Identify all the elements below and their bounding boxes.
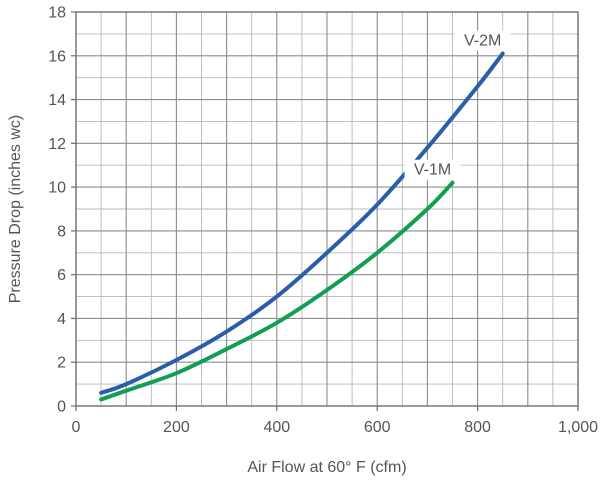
series-labels: V-2M V-1M (404, 30, 511, 180)
y-tick-label: 12 (48, 136, 66, 153)
series-lines (99, 51, 505, 402)
x-axis-ticks: 0 200 400 600 800 1,000 (72, 406, 598, 436)
series-label-v-1m: V-1M (414, 162, 451, 179)
y-tick-label: 8 (57, 223, 66, 240)
series-line-v-1m (99, 180, 455, 402)
x-tick-label: 0 (72, 419, 81, 436)
x-tick-label: 200 (163, 419, 190, 436)
y-axis-ticks: 0 2 4 6 8 10 12 14 16 18 (48, 5, 76, 416)
y-tick-label: 0 (57, 399, 66, 416)
y-axis-label: Pressure Drop (inches wc) (7, 115, 24, 304)
x-tick-label: 800 (464, 419, 491, 436)
y-tick-label: 16 (48, 48, 66, 65)
y-tick-label: 6 (57, 267, 66, 284)
series-label-v-2m: V-2M (464, 33, 501, 50)
x-tick-label: 1,000 (558, 419, 598, 436)
y-tick-label: 14 (48, 92, 66, 109)
y-tick-label: 4 (57, 311, 66, 328)
plot-frame (75, 11, 579, 407)
major-gridlines (76, 12, 578, 406)
x-tick-label: 600 (364, 419, 391, 436)
series-label-background (404, 159, 461, 180)
y-tick-label: 18 (48, 5, 66, 22)
y-tick-label: 2 (57, 355, 66, 372)
series-label-background (454, 30, 511, 51)
x-tick-label: 400 (263, 419, 290, 436)
series-line-v-2m (99, 51, 505, 395)
x-axis-label: Air Flow at 60° F (cfm) (247, 459, 406, 476)
y-tick-label: 10 (48, 180, 66, 197)
